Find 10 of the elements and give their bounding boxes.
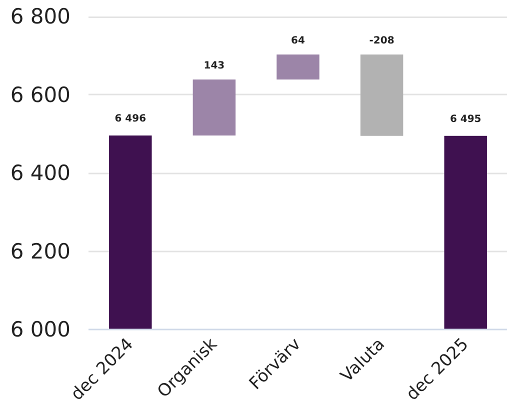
y-tick-label: 6 600 — [10, 82, 71, 107]
y-tick-label: 6 200 — [10, 239, 71, 264]
data-label: 6 496 — [114, 113, 146, 124]
data-label: 64 — [291, 35, 305, 46]
y-tick-label: 6 800 — [10, 4, 71, 28]
data-label: -208 — [369, 35, 394, 46]
data-label: 6 495 — [450, 114, 482, 125]
y-tick-label: 6 400 — [10, 161, 71, 185]
y-tick-label: 6 000 — [10, 318, 71, 342]
data-label: 143 — [204, 60, 225, 72]
